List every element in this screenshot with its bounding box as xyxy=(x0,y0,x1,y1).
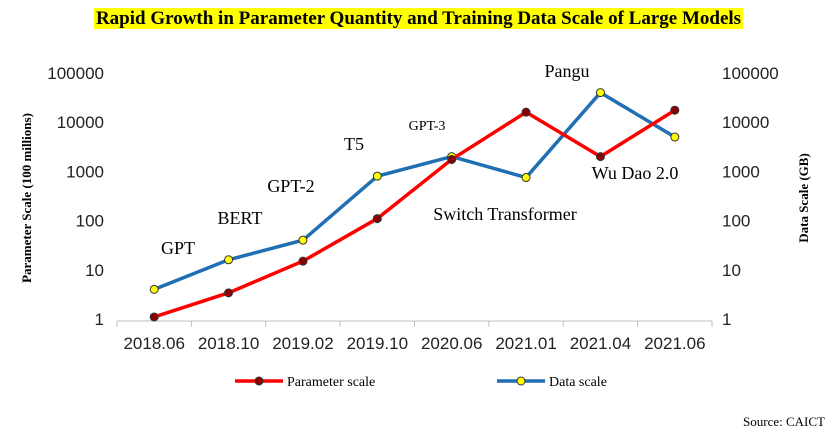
annotation-label: GPT-2 xyxy=(267,176,314,196)
x-tick-label: 2019.10 xyxy=(347,334,408,353)
x-tick-label: 2019.02 xyxy=(272,334,333,353)
x-tick-label: 2018.10 xyxy=(198,334,259,353)
y-tick-label: 1000 xyxy=(66,162,104,181)
annotation-label: T5 xyxy=(344,134,364,154)
legend-marker xyxy=(516,376,526,386)
y2-axis-title: Data Scale (GB) xyxy=(796,153,811,243)
data-point xyxy=(298,235,308,245)
y2-tick-label: 100 xyxy=(722,212,750,231)
data-point xyxy=(372,214,382,224)
data-point xyxy=(298,256,308,266)
y2-tick-label: 100000 xyxy=(722,64,779,83)
y-tick-label: 1 xyxy=(95,310,104,329)
y2-tick-label: 1000 xyxy=(722,162,760,181)
y-tick-label: 10000 xyxy=(57,113,104,132)
annotation-label: Pangu xyxy=(545,61,590,81)
chart-title-text: Rapid Growth in Parameter Quantity and T… xyxy=(93,8,744,29)
y2-tick-label: 10 xyxy=(722,261,741,280)
annotation-label: Wu Dao 2.0 xyxy=(592,163,679,183)
y-tick-label: 10 xyxy=(85,261,104,280)
data-point xyxy=(224,255,234,265)
data-point xyxy=(670,132,680,142)
y-axis-title: Parameter Scale (100 millions) xyxy=(19,113,34,283)
series-line xyxy=(153,108,676,319)
data-point xyxy=(149,312,159,322)
annotation-label: GPT-3 xyxy=(409,119,446,134)
x-tick-label: 2020.06 xyxy=(421,334,482,353)
data-point xyxy=(595,88,605,98)
legend-marker xyxy=(254,376,264,386)
annotation-label: GPT xyxy=(161,238,195,258)
source-note: Source: CAICT xyxy=(743,414,825,429)
x-tick-label: 2021.04 xyxy=(570,334,631,353)
data-point xyxy=(372,171,382,181)
legend-label: Data scale xyxy=(549,375,607,390)
legend-label: Parameter scale xyxy=(287,375,375,390)
data-point xyxy=(224,288,234,298)
y2-tick-label: 10000 xyxy=(722,113,769,132)
annotation-label: Switch Transformer xyxy=(433,204,577,224)
y-tick-label: 100 xyxy=(76,212,104,231)
data-point xyxy=(595,152,605,162)
data-point xyxy=(447,154,457,164)
y-tick-label: 100000 xyxy=(47,64,104,83)
x-tick-label: 2021.06 xyxy=(644,334,705,353)
y2-tick-label: 1 xyxy=(722,310,731,329)
data-point xyxy=(521,107,531,117)
series-line xyxy=(153,90,676,292)
annotation-label: BERT xyxy=(218,208,263,228)
x-tick-label: 2021.01 xyxy=(495,334,556,353)
data-point xyxy=(670,105,680,115)
x-tick-label: 2018.06 xyxy=(123,334,184,353)
data-point xyxy=(521,173,531,183)
chart-title: Rapid Growth in Parameter Quantity and T… xyxy=(0,8,837,30)
data-point xyxy=(149,284,159,294)
